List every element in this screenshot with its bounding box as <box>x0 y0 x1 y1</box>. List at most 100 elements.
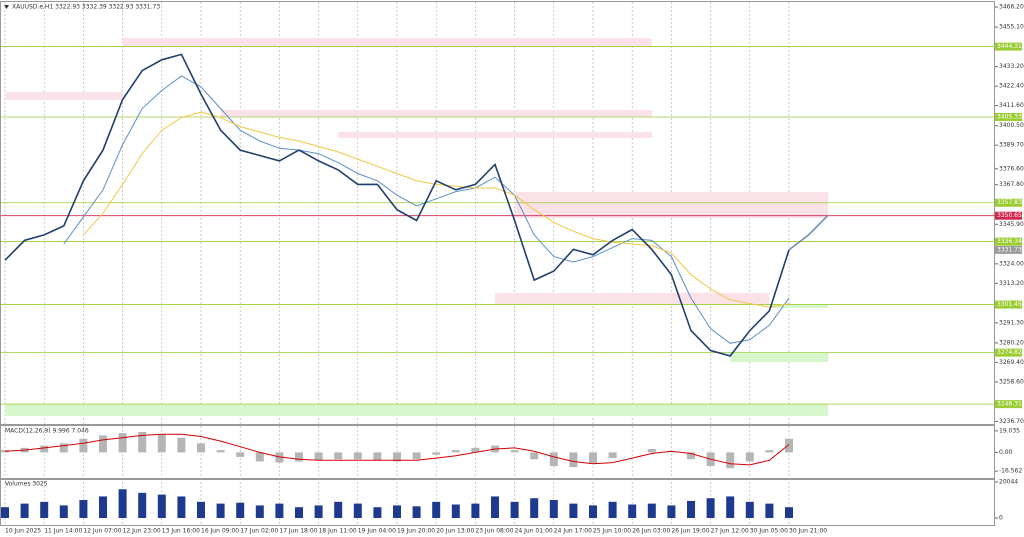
y-tick-label: 3422.40 <box>999 83 1024 90</box>
y-tick-label: 3280.20 <box>999 339 1024 346</box>
bar <box>216 503 225 518</box>
x-tick-label: 10 Jun 2025 <box>5 528 41 535</box>
bar <box>647 503 656 518</box>
bar <box>99 496 107 518</box>
bar <box>314 505 323 518</box>
bar <box>138 492 147 518</box>
x-tick-label: 24 Jun 17:00 <box>554 528 592 535</box>
bar <box>765 503 774 518</box>
x-tick-label: 24 Jun 01:00 <box>515 528 553 535</box>
y-tick-label: 3345.90 <box>999 221 1024 228</box>
x-tick-label: 17 Jun 18:00 <box>279 528 317 535</box>
bar <box>79 438 88 453</box>
bar <box>530 498 539 518</box>
y-tick-label: 3313.20 <box>999 280 1024 287</box>
y-tick-label: 3455.10 <box>999 24 1024 31</box>
bar <box>353 452 362 460</box>
price-tag-label: 3336.34 <box>997 238 1022 245</box>
bar <box>314 452 323 461</box>
y-tick-label: 3291.30 <box>999 319 1024 326</box>
price-tag-label: 3331.73 <box>997 246 1022 253</box>
bar <box>216 450 225 453</box>
price-tag <box>995 300 1022 309</box>
zone <box>5 404 829 416</box>
y-tick-label: 3269.40 <box>999 359 1024 366</box>
y-tick-label: 0.00 <box>999 449 1013 456</box>
bar <box>1 507 9 518</box>
volume-title: Volumes 3025 <box>5 481 48 488</box>
price-tag <box>995 112 1022 121</box>
zone <box>495 292 770 306</box>
bar <box>589 505 597 518</box>
bar <box>510 450 519 453</box>
bar <box>608 452 617 459</box>
bar <box>451 450 460 453</box>
y-tick-label: 3389.70 <box>999 142 1024 149</box>
bar <box>569 503 578 518</box>
bar <box>667 505 676 518</box>
bar <box>667 451 676 453</box>
bar <box>510 501 519 518</box>
y-tick-label: 3258.60 <box>999 378 1024 385</box>
bar <box>687 500 695 518</box>
x-tick-label: 23 Jun 08:00 <box>475 528 513 535</box>
price-tag <box>995 348 1022 357</box>
bar <box>118 433 127 453</box>
bar <box>197 501 205 518</box>
volume-panel <box>0 479 995 526</box>
y-tick-label: 3236.70 <box>999 418 1024 425</box>
symbol-header: XAUUSD.e,H1 3322.93 3332.39 3322.93 3331… <box>12 4 160 11</box>
bar <box>471 447 480 453</box>
bar <box>79 500 88 518</box>
series-line <box>788 214 829 251</box>
bar <box>177 496 186 518</box>
bar <box>451 504 460 518</box>
price-tag-label: 3405.33 <box>997 113 1022 120</box>
bar <box>687 452 695 460</box>
bar <box>59 505 68 518</box>
bar <box>236 452 245 457</box>
zone <box>5 92 123 101</box>
series-line <box>4 433 790 466</box>
y-tick-label: 3376.60 <box>999 165 1024 172</box>
bar <box>275 503 284 518</box>
x-tick-label: 19 Jun 20:00 <box>397 528 435 535</box>
bar <box>471 503 480 518</box>
x-tick-label: 26 Jun 19:00 <box>671 528 709 535</box>
bar <box>432 452 441 455</box>
bar <box>589 452 597 464</box>
zone <box>220 109 652 118</box>
bar <box>295 452 303 462</box>
x-tick-label: 30 Jun 21:00 <box>789 528 827 535</box>
bar <box>40 501 49 518</box>
zone <box>338 132 652 138</box>
bar <box>745 501 754 518</box>
x-tick-label: 13 Jun 16:00 <box>162 528 200 535</box>
bar <box>334 501 343 518</box>
bar <box>157 494 166 518</box>
bar <box>236 502 245 518</box>
bar <box>785 438 793 453</box>
bar <box>785 507 793 518</box>
x-tick-label: 20 Jun 13:00 <box>436 528 474 535</box>
macd-title: MACD(12,26,9) 9.996 7.046 <box>5 428 89 435</box>
y-tick-label: 3466.20 <box>999 4 1024 11</box>
bar <box>569 452 578 468</box>
bar <box>295 507 303 518</box>
y-tick-label: 19.035 <box>999 427 1020 434</box>
bar <box>432 501 441 518</box>
bar <box>255 452 264 462</box>
x-tick-label: 12 Jun 23:00 <box>123 528 161 535</box>
price-tag-label: 3301.45 <box>997 301 1022 308</box>
x-tick-label: 25 Jun 10:00 <box>593 528 631 535</box>
bar <box>706 498 715 518</box>
bar <box>530 452 539 460</box>
price-tag-label: 3350.65 <box>997 212 1022 219</box>
bar <box>373 452 382 461</box>
bar <box>412 506 421 518</box>
bar <box>353 503 362 518</box>
zone <box>514 191 829 218</box>
x-tick-label: 30 Jun 05:00 <box>750 528 788 535</box>
bar <box>373 507 382 518</box>
y-tick-label: 0 <box>999 514 1003 521</box>
